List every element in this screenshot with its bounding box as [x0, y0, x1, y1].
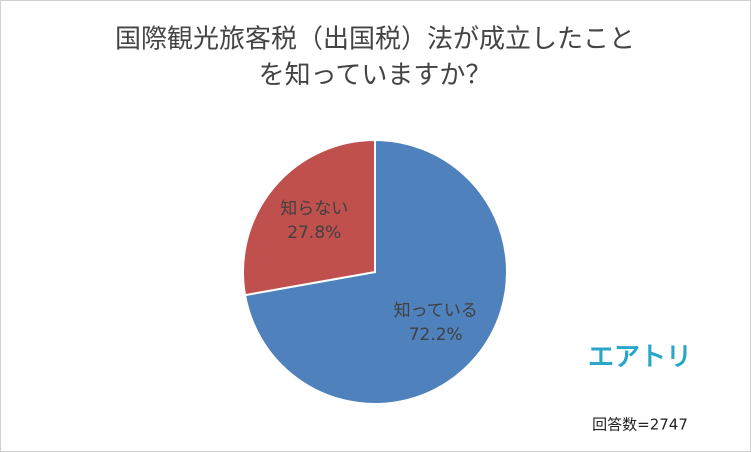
pie-slice [242, 138, 376, 297]
sample-size: 回答数=2747 [592, 416, 688, 434]
slice-label: 知っている [394, 301, 478, 321]
chart-title: を知っていますか？ [259, 61, 492, 91]
logo-box [582, 326, 698, 392]
chart-title: 国際観光旅客税（出国税）法が成立したこと [115, 25, 635, 55]
value-label: 27.8% [287, 223, 341, 243]
pie-slice [243, 138, 508, 405]
slice-label: 知らない [280, 199, 348, 219]
logo: エアトリ [588, 343, 692, 373]
value-label: 72.2% [409, 325, 463, 345]
